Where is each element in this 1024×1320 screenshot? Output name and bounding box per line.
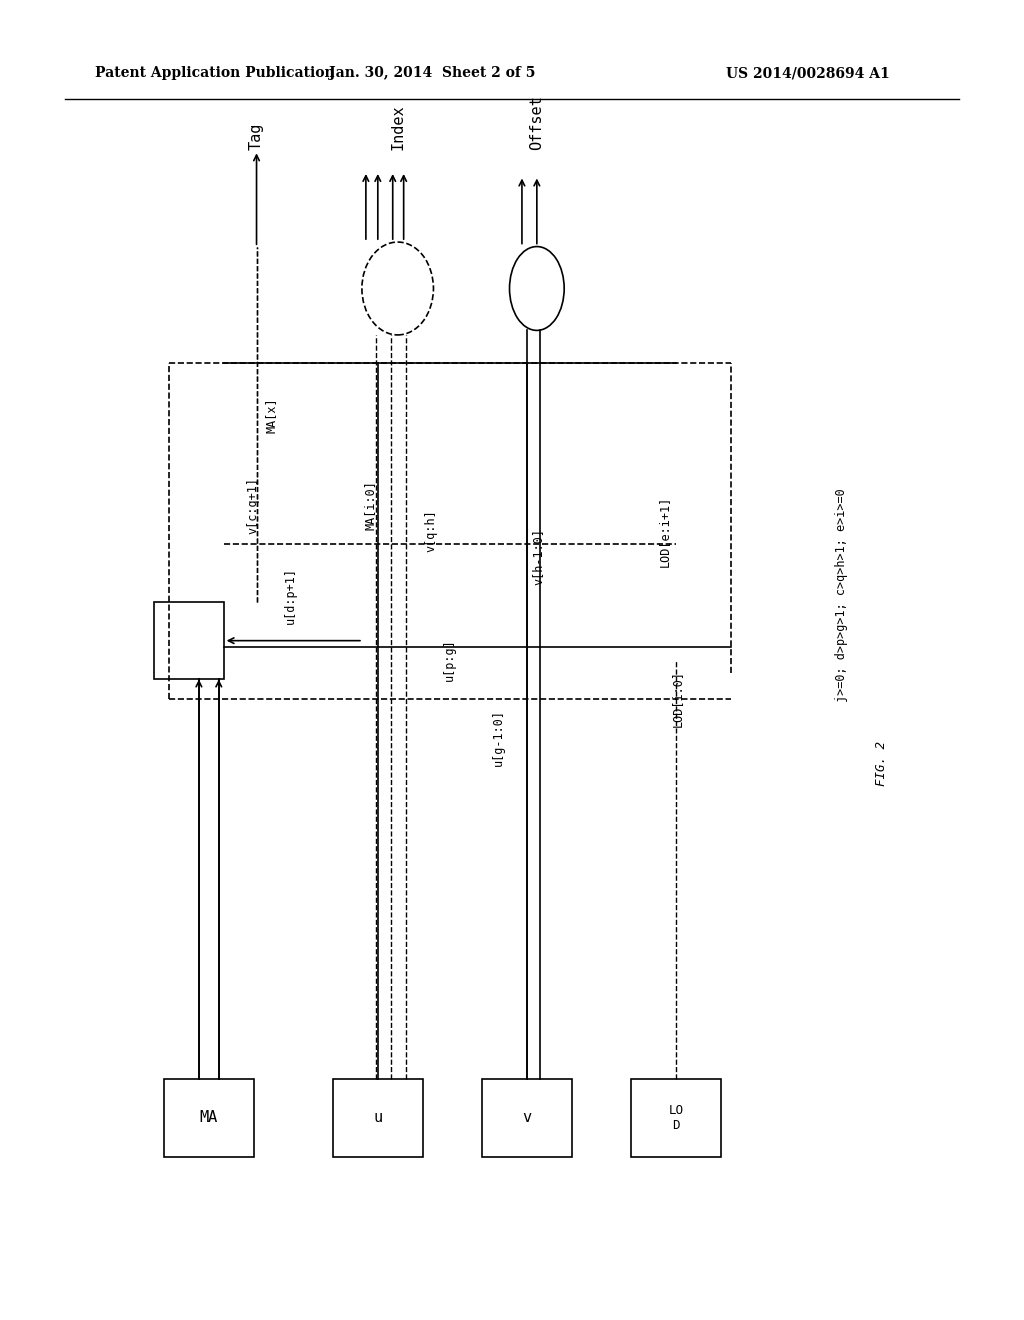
FancyBboxPatch shape bbox=[164, 1080, 254, 1156]
Text: u[d:p+1]: u[d:p+1] bbox=[284, 568, 296, 624]
Text: u[g-1:0]: u[g-1:0] bbox=[493, 709, 505, 766]
FancyBboxPatch shape bbox=[482, 1080, 571, 1156]
Text: v: v bbox=[522, 1110, 531, 1126]
FancyBboxPatch shape bbox=[333, 1080, 423, 1156]
Text: u: u bbox=[373, 1110, 382, 1126]
Text: MA: MA bbox=[200, 1110, 218, 1126]
Text: LO
D: LO D bbox=[669, 1104, 683, 1133]
Text: US 2014/0028694 A1: US 2014/0028694 A1 bbox=[726, 66, 890, 81]
Text: LOD[e:i+1]: LOD[e:i+1] bbox=[658, 495, 671, 566]
FancyBboxPatch shape bbox=[631, 1080, 721, 1156]
Text: u[p:g]: u[p:g] bbox=[442, 639, 456, 681]
Text: Tag: Tag bbox=[249, 123, 264, 150]
FancyBboxPatch shape bbox=[155, 602, 223, 680]
Text: Jan. 30, 2014  Sheet 2 of 5: Jan. 30, 2014 Sheet 2 of 5 bbox=[330, 66, 536, 81]
Text: v[h-1:0]: v[h-1:0] bbox=[531, 528, 545, 585]
Text: Offset: Offset bbox=[529, 96, 545, 150]
Ellipse shape bbox=[510, 247, 564, 330]
Text: Index: Index bbox=[390, 104, 406, 150]
Text: v[c:q+1]: v[c:q+1] bbox=[247, 477, 260, 533]
Text: Patent Application Publication: Patent Application Publication bbox=[94, 66, 334, 81]
Ellipse shape bbox=[361, 242, 433, 335]
Text: LOD[i:0]: LOD[i:0] bbox=[671, 671, 684, 727]
Text: v[q:h]: v[q:h] bbox=[425, 510, 437, 552]
Text: j>=0; d>p>g>1; c>q>h>1; e>i>=0: j>=0; d>p>g>1; c>q>h>1; e>i>=0 bbox=[835, 488, 848, 702]
Text: MA[x]: MA[x] bbox=[264, 397, 278, 433]
Text: FIG. 2: FIG. 2 bbox=[874, 741, 888, 785]
Text: MA[i:0]: MA[i:0] bbox=[364, 480, 377, 531]
